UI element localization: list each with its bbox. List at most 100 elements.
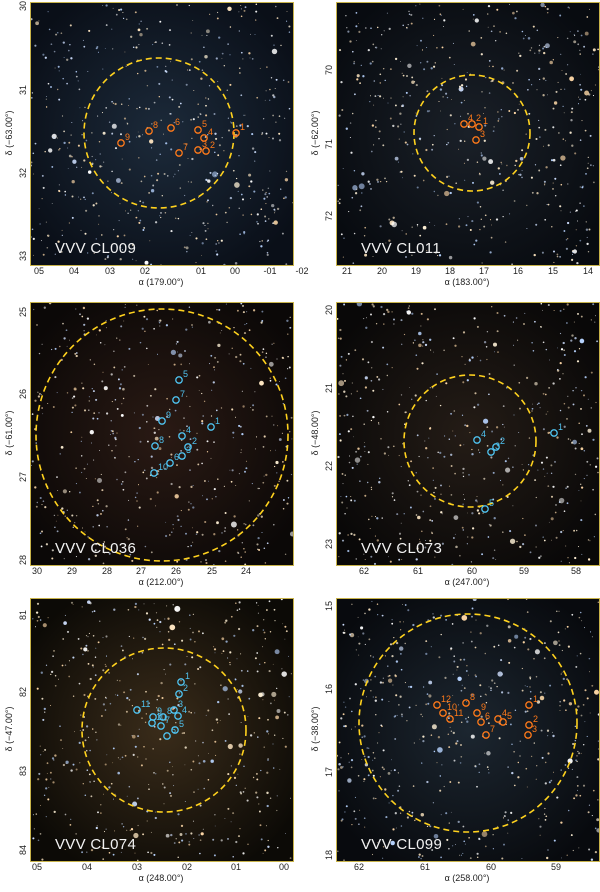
- star: [470, 640, 473, 643]
- star: [364, 559, 366, 561]
- star: [370, 488, 373, 491]
- star: [438, 656, 441, 659]
- star: [433, 34, 435, 36]
- star: [94, 549, 97, 552]
- star: [143, 469, 146, 472]
- member-star-marker: [148, 719, 156, 727]
- star: [114, 102, 117, 106]
- star: [428, 437, 430, 439]
- star: [235, 840, 238, 844]
- star: [583, 45, 586, 48]
- star: [187, 69, 189, 71]
- star: [183, 349, 187, 353]
- star: [59, 345, 61, 348]
- x-tick-label: 60: [466, 566, 478, 576]
- star: [452, 731, 455, 735]
- star: [420, 857, 422, 860]
- star: [571, 768, 573, 770]
- member-star-label: 6: [171, 725, 176, 735]
- star: [470, 561, 472, 563]
- star: [344, 629, 346, 631]
- star: [180, 824, 184, 828]
- star: [584, 627, 585, 629]
- star: [587, 156, 589, 159]
- star: [496, 685, 498, 688]
- star: [360, 626, 364, 630]
- star: [408, 305, 410, 307]
- star: [507, 766, 509, 768]
- star: [197, 103, 199, 105]
- star: [488, 92, 491, 94]
- star: [496, 825, 498, 827]
- member-star-label: 5: [489, 498, 494, 508]
- star: [586, 167, 589, 170]
- star: [214, 369, 216, 371]
- star: [249, 734, 253, 737]
- star: [244, 523, 247, 526]
- star: [136, 500, 138, 502]
- star: [115, 445, 117, 447]
- star: [101, 166, 103, 167]
- y-tick-label: 27: [18, 471, 28, 483]
- star: [123, 234, 126, 237]
- star: [221, 329, 223, 331]
- member-star-marker: [117, 139, 125, 147]
- star: [400, 713, 403, 716]
- star: [168, 436, 171, 438]
- star: [438, 4, 441, 7]
- star: [137, 525, 139, 527]
- star: [594, 850, 598, 854]
- star: [358, 823, 360, 825]
- star: [484, 124, 487, 127]
- star: [135, 216, 138, 219]
- star: [262, 348, 265, 350]
- star: [101, 847, 103, 849]
- star: [137, 156, 140, 159]
- star: [532, 350, 535, 352]
- star: [78, 196, 79, 198]
- member-star-marker: [481, 505, 489, 513]
- star: [371, 303, 374, 306]
- star: [497, 167, 500, 170]
- star: [198, 390, 200, 392]
- star: [542, 309, 543, 311]
- star: [449, 191, 452, 195]
- star: [425, 447, 428, 450]
- star: [239, 827, 241, 830]
- star: [226, 221, 228, 224]
- member-star-label: 9: [157, 706, 162, 716]
- star: [229, 26, 232, 28]
- star: [479, 359, 482, 362]
- star: [183, 417, 185, 419]
- star: [570, 111, 573, 114]
- star: [154, 41, 157, 44]
- star: [206, 201, 208, 203]
- star: [423, 68, 426, 71]
- star: [578, 616, 581, 619]
- star: [48, 28, 51, 31]
- star: [462, 472, 464, 474]
- star: [474, 18, 479, 23]
- star: [337, 455, 340, 459]
- star: [240, 94, 243, 97]
- star: [102, 858, 105, 860]
- star: [545, 815, 548, 818]
- star: [216, 17, 219, 20]
- star: [523, 323, 525, 325]
- star: [111, 450, 113, 452]
- member-star-label: 2: [183, 683, 188, 693]
- star: [404, 423, 406, 425]
- star: [350, 151, 353, 154]
- star: [136, 797, 139, 800]
- star: [255, 436, 258, 438]
- star: [369, 62, 372, 65]
- star: [467, 512, 468, 514]
- star: [48, 303, 52, 305]
- star: [481, 831, 488, 837]
- star: [285, 630, 288, 633]
- star: [284, 377, 287, 380]
- star: [266, 730, 269, 733]
- star: [134, 605, 137, 609]
- star: [534, 320, 536, 323]
- star: [208, 480, 210, 482]
